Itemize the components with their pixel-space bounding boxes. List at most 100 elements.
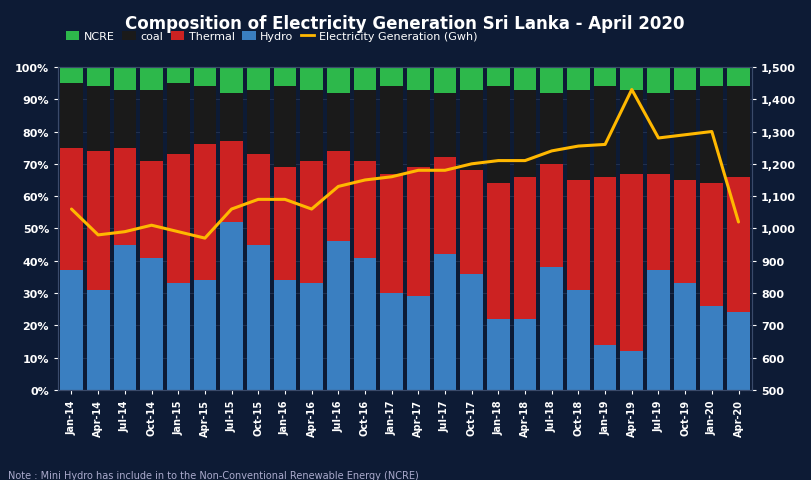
Bar <box>247 245 269 390</box>
Bar <box>380 293 403 390</box>
Bar <box>727 68 750 87</box>
Electricity Generation (Gwh) <box>627 87 637 93</box>
Bar <box>247 90 269 155</box>
Bar <box>380 87 403 174</box>
Electricity Generation (Gwh) <box>360 178 370 183</box>
Electricity Generation (Gwh) <box>227 207 237 213</box>
Bar <box>167 84 190 155</box>
Bar <box>273 68 296 87</box>
Bar <box>167 284 190 390</box>
Bar <box>647 68 670 94</box>
Bar <box>221 142 243 223</box>
Bar <box>461 68 483 90</box>
Bar <box>540 68 563 94</box>
Electricity Generation (Gwh) <box>600 142 610 148</box>
Bar <box>114 90 136 148</box>
Bar <box>513 178 536 319</box>
Electricity Generation (Gwh) <box>333 184 343 190</box>
Bar <box>727 313 750 390</box>
Bar <box>354 161 376 258</box>
Bar <box>487 184 510 319</box>
Bar <box>461 90 483 171</box>
Bar <box>273 168 296 280</box>
Bar <box>300 161 323 284</box>
Bar <box>620 90 643 174</box>
Bar <box>221 223 243 390</box>
Bar <box>461 274 483 390</box>
Electricity Generation (Gwh) <box>707 129 717 135</box>
Bar <box>167 68 190 84</box>
Bar <box>513 90 536 178</box>
Bar <box>567 180 590 290</box>
Electricity Generation (Gwh) <box>520 158 530 164</box>
Bar <box>354 258 376 390</box>
Bar <box>380 174 403 293</box>
Electricity Generation (Gwh) <box>174 229 183 235</box>
Bar <box>194 145 217 280</box>
Bar <box>194 68 217 87</box>
Bar <box>87 290 109 390</box>
Bar <box>114 148 136 245</box>
Electricity Generation (Gwh) <box>440 168 450 174</box>
Bar <box>434 68 457 94</box>
Bar <box>407 68 430 90</box>
Bar <box>114 245 136 390</box>
Bar <box>434 94 457 158</box>
Bar <box>87 87 109 152</box>
Bar <box>701 184 723 306</box>
Bar <box>567 90 590 180</box>
Bar <box>567 290 590 390</box>
Bar <box>60 148 83 271</box>
Bar <box>647 271 670 390</box>
Electricity Generation (Gwh) <box>120 229 130 235</box>
Bar <box>140 90 163 161</box>
Bar <box>620 174 643 351</box>
Bar <box>620 351 643 390</box>
Electricity Generation (Gwh) <box>67 207 76 213</box>
Bar <box>60 84 83 148</box>
Bar <box>674 180 697 284</box>
Bar <box>487 68 510 87</box>
Bar <box>247 155 269 245</box>
Bar <box>327 94 350 152</box>
Bar <box>354 90 376 161</box>
Bar <box>273 87 296 168</box>
Electricity Generation (Gwh) <box>573 144 583 150</box>
Bar <box>221 68 243 94</box>
Bar <box>300 90 323 161</box>
Bar <box>727 87 750 178</box>
Bar <box>674 90 697 180</box>
Bar <box>674 284 697 390</box>
Bar <box>114 68 136 90</box>
Bar <box>60 271 83 390</box>
Bar <box>594 87 616 178</box>
Bar <box>674 68 697 90</box>
Bar <box>701 68 723 87</box>
Bar <box>407 168 430 297</box>
Bar <box>87 68 109 87</box>
Bar <box>407 90 430 168</box>
Bar <box>513 319 536 390</box>
Electricity Generation (Gwh) <box>547 149 556 155</box>
Electricity Generation (Gwh) <box>307 207 316 213</box>
Bar <box>647 94 670 174</box>
Bar <box>487 319 510 390</box>
Electricity Generation (Gwh) <box>387 175 397 180</box>
Line: Electricity Generation (Gwh): Electricity Generation (Gwh) <box>71 90 739 239</box>
Electricity Generation (Gwh) <box>494 158 504 164</box>
Electricity Generation (Gwh) <box>280 197 290 203</box>
Electricity Generation (Gwh) <box>93 232 103 238</box>
Bar <box>461 171 483 274</box>
Bar <box>354 68 376 90</box>
Bar <box>594 68 616 87</box>
Bar <box>140 161 163 258</box>
Bar <box>247 68 269 90</box>
Bar <box>434 255 457 390</box>
Bar <box>194 87 217 145</box>
Bar <box>167 155 190 284</box>
Bar <box>327 68 350 94</box>
Bar <box>273 280 296 390</box>
Bar <box>327 242 350 390</box>
Bar <box>487 87 510 184</box>
Electricity Generation (Gwh) <box>467 162 477 168</box>
